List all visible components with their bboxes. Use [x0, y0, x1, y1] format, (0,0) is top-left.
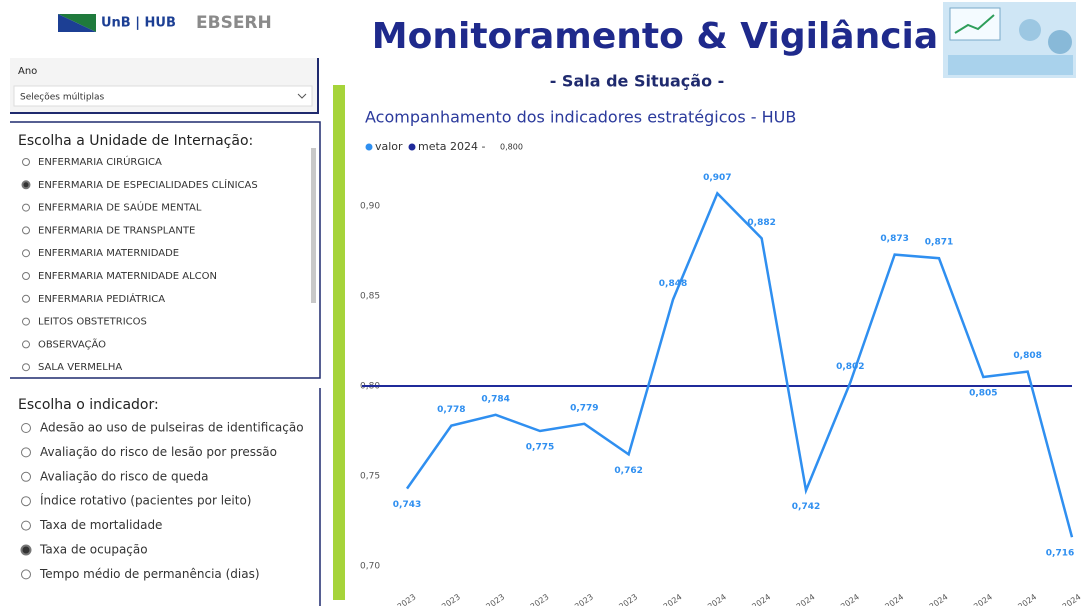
data-label: 0,805 — [969, 389, 997, 399]
header-image — [943, 2, 1076, 78]
legend-label: valor — [375, 140, 403, 153]
radio-label[interactable]: OBSERVAÇÃO — [38, 337, 106, 350]
slicer-dropdown[interactable] — [13, 85, 313, 107]
legend-marker — [408, 143, 416, 151]
data-label: 0,742 — [792, 502, 820, 512]
radio-label[interactable]: LEITOS OBSTETRICOS — [38, 317, 147, 328]
radio-button[interactable] — [22, 363, 30, 372]
radio-button[interactable] — [21, 423, 31, 433]
logo-text: UnB | HUB — [101, 16, 176, 31]
panel-title: Escolha a Unidade de Internação: — [18, 133, 253, 149]
radio-label[interactable]: ENFERMARIA DE SAÚDE MENTAL — [38, 201, 202, 214]
data-label: 0,882 — [747, 218, 775, 228]
radio-button[interactable] — [22, 158, 30, 166]
radio-label[interactable]: SALA VERMELHA — [38, 362, 122, 373]
radio-label[interactable]: ENFERMARIA MATERNIDADE ALCON — [38, 271, 217, 282]
radio-button[interactable] — [21, 180, 31, 190]
radio-label[interactable]: Índice rotativo (pacientes por leito) — [40, 493, 251, 508]
y-tick-label: 0,90 — [360, 202, 380, 212]
slicer-label: Ano — [18, 66, 37, 77]
accent-bar — [333, 85, 345, 600]
radio-label[interactable]: Taxa de mortalidade — [39, 518, 162, 532]
radio-button[interactable] — [22, 249, 30, 258]
image-person — [1019, 19, 1041, 41]
radio-label[interactable]: ENFERMARIA DE TRANSPLANTE — [38, 225, 195, 236]
y-tick-label: 0,75 — [360, 472, 380, 482]
data-label: 0,775 — [526, 443, 554, 453]
radio-button[interactable] — [22, 340, 30, 349]
data-label: 0,873 — [880, 234, 908, 244]
radio-label[interactable]: Taxa de ocupação — [39, 543, 148, 557]
legend-label: meta 2024 - — [418, 140, 486, 153]
y-tick-label: 0,85 — [360, 292, 380, 302]
legend-marker — [365, 143, 373, 151]
logo-flag — [58, 14, 96, 32]
radio-label[interactable]: ENFERMARIA CIRÚRGICA — [38, 155, 162, 168]
y-tick-label: 0,70 — [360, 562, 380, 572]
slicer-border — [10, 58, 319, 114]
radio-button[interactable] — [22, 226, 30, 235]
radio-button[interactable] — [22, 317, 30, 326]
page-title: Monitoramento & Vigilância — [372, 16, 938, 57]
radio-button[interactable] — [22, 294, 30, 303]
image-desk — [948, 55, 1073, 75]
data-label: 0,778 — [437, 405, 465, 415]
radio-label[interactable]: ENFERMARIA PEDIÁTRICA — [38, 292, 165, 305]
data-label: 0,716 — [1046, 549, 1074, 559]
radio-button[interactable] — [22, 272, 30, 280]
radio-label[interactable]: Avaliação do risco de queda — [40, 469, 209, 483]
data-label: 0,779 — [570, 403, 598, 413]
legend-value: 0,800 — [500, 143, 523, 152]
radio-button[interactable] — [21, 569, 31, 580]
logo-text: EBSERH — [196, 13, 272, 33]
data-label: 0,808 — [1013, 351, 1041, 361]
radio-button[interactable] — [21, 520, 31, 531]
slicer-value: Seleções múltiplas — [20, 93, 105, 103]
data-label: 0,907 — [703, 173, 731, 183]
radio-label[interactable]: Avaliação do risco de lesão por pressão — [40, 445, 277, 459]
radio-button[interactable] — [21, 471, 31, 482]
radio-label[interactable]: ENFERMARIA MATERNIDADE — [38, 248, 179, 259]
radio-button[interactable] — [21, 447, 31, 458]
data-label: 0,871 — [925, 238, 953, 248]
scrollbar — [311, 148, 316, 303]
page-subtitle: - Sala de Situação - — [550, 72, 725, 91]
radio-label[interactable]: Tempo médio de permanência (dias) — [39, 567, 260, 581]
logo — [58, 14, 96, 32]
chart-title: Acompanhamento dos indicadores estratégi… — [365, 108, 796, 127]
dropdown-arrow — [297, 93, 307, 99]
data-label: 0,802 — [836, 362, 864, 372]
series-line — [405, 191, 1074, 538]
data-label: 0,848 — [659, 279, 687, 289]
panel-title: Escolha o indicador: — [18, 397, 159, 413]
image-person — [1048, 30, 1072, 54]
radio-button[interactable] — [21, 496, 31, 507]
image-screen — [949, 7, 1001, 41]
data-label: 0,784 — [481, 394, 509, 404]
radio-button[interactable] — [20, 544, 32, 556]
radio-label[interactable]: Adesão ao uso de pulseiras de identifica… — [40, 421, 304, 435]
data-label: 0,743 — [393, 500, 421, 510]
unit-panel-border — [10, 121, 321, 379]
radio-label[interactable]: ENFERMARIA DE ESPECIALIDADES CLÍNICAS — [38, 178, 258, 191]
radio-button[interactable] — [22, 203, 30, 212]
data-label: 0,762 — [614, 466, 642, 476]
image-chart — [954, 14, 995, 34]
